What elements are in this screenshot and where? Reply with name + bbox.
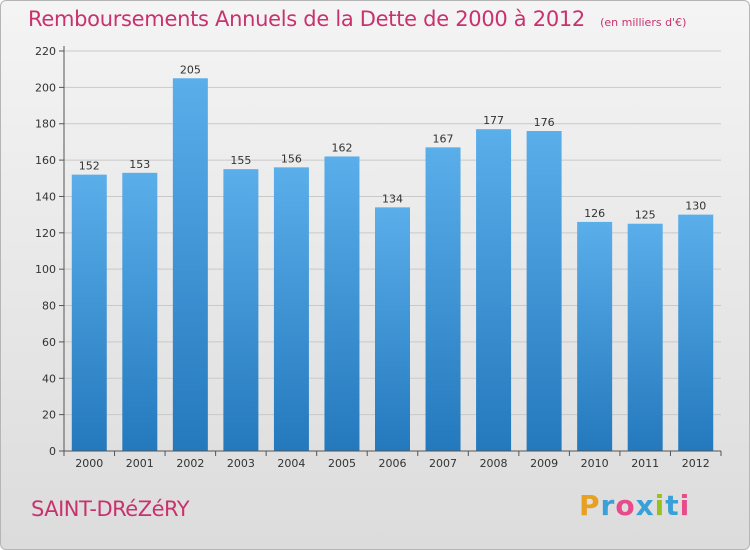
chart-title: Remboursements Annuels de la Dette de 20… <box>28 7 585 31</box>
data-label: 205 <box>180 63 201 76</box>
data-label: 134 <box>382 192 403 205</box>
x-tick-label: 2002 <box>176 457 204 470</box>
bar <box>678 214 714 451</box>
x-tick-label: 2005 <box>328 457 356 470</box>
logo-letter: i <box>654 489 666 522</box>
y-tick-label: 120 <box>35 227 56 240</box>
data-label: 152 <box>79 160 100 173</box>
bar <box>172 78 208 451</box>
x-tick-label: 2009 <box>530 457 558 470</box>
y-tick-label: 220 <box>35 45 56 58</box>
y-tick-label: 140 <box>35 190 56 203</box>
x-tick-label: 2008 <box>480 457 508 470</box>
x-tick-label: 2001 <box>126 457 154 470</box>
y-tick-label: 60 <box>42 336 56 349</box>
x-tick-label: 2012 <box>682 457 710 470</box>
data-labels: 152 153 205 155 156 162 134 167 177 176 126 125 130 <box>79 63 706 221</box>
bar <box>273 167 309 451</box>
y-tick-label: 160 <box>35 154 56 167</box>
logo-letter: r <box>600 489 616 522</box>
logo-letter: t <box>665 489 680 522</box>
bar <box>324 156 360 452</box>
y-tick-label: 80 <box>42 300 56 313</box>
data-label: 126 <box>584 207 605 220</box>
data-label: 162 <box>331 141 352 154</box>
bar <box>122 172 158 451</box>
y-tick-label: 200 <box>35 81 56 94</box>
logo-letter: P <box>579 489 601 522</box>
commune-name: SAINT-DRéZéRY <box>31 497 190 521</box>
logo-letter: x <box>635 489 655 522</box>
x-tick-label: 2003 <box>227 457 255 470</box>
y-axis-ticks: 0 20 40 60 80 100 120 140 160 180 200 220 <box>35 45 64 458</box>
axes <box>63 46 721 452</box>
title-row: Remboursements Annuels de la Dette de 20… <box>28 7 686 31</box>
data-label: 153 <box>129 158 150 171</box>
x-axis-ticks: 2000 2001 2002 2003 2004 2005 2006 2007 2008 2009… <box>63 451 722 470</box>
data-label: 167 <box>433 132 454 145</box>
bar <box>425 147 461 451</box>
y-tick-label: 40 <box>42 372 56 385</box>
x-tick-label: 2010 <box>581 457 609 470</box>
bar <box>476 129 512 451</box>
x-tick-label: 2000 <box>75 457 103 470</box>
logo-letter: i <box>679 489 691 522</box>
logo-letter: o <box>615 489 636 522</box>
bar <box>223 169 259 451</box>
chart-subtitle: (en milliers d'€) <box>600 16 687 29</box>
x-tick-label: 2007 <box>429 457 457 470</box>
data-label: 155 <box>230 154 251 167</box>
bar <box>71 174 107 452</box>
x-tick-label: 2006 <box>379 457 407 470</box>
y-tick-label: 0 <box>49 445 56 458</box>
data-label: 125 <box>635 209 656 222</box>
data-label: 130 <box>685 200 706 213</box>
y-tick-label: 100 <box>35 263 56 276</box>
proxiti-logo: Proxiti <box>579 489 690 522</box>
y-tick-label: 180 <box>35 118 56 131</box>
data-label: 176 <box>534 116 555 129</box>
data-label: 156 <box>281 152 302 165</box>
bar <box>526 131 562 451</box>
bars <box>71 78 714 452</box>
data-label: 177 <box>483 114 504 127</box>
y-tick-label: 20 <box>42 409 56 422</box>
bar <box>577 221 613 451</box>
bar <box>627 223 663 451</box>
x-tick-label: 2011 <box>631 457 659 470</box>
bar <box>375 207 410 451</box>
x-tick-label: 2004 <box>277 457 305 470</box>
